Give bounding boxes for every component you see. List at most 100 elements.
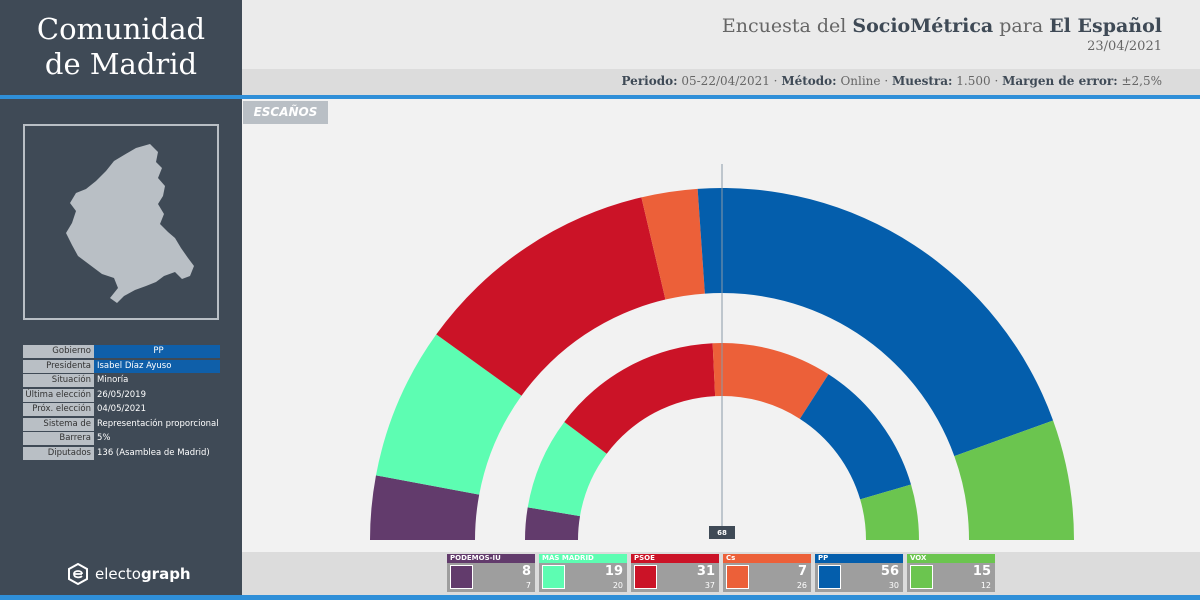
info-row-prox-eleccion: Próx. elección 04/05/2021 [23,403,220,416]
mas-madrid-icon [542,565,565,589]
muestra-value: 1.500 [956,74,991,88]
survey-prefix: Encuesta del [721,15,853,37]
legend-seats: 31 [696,564,715,579]
info-row-gobierno: Gobierno PP [23,345,220,358]
legend-card[interactable]: Cs 7 26 [723,554,811,592]
periodo-value: 05-22/04/2021 [681,74,770,88]
legend-party-name: PODEMOS-IU [447,554,535,563]
region-title-line1: Comunidad [36,12,206,46]
muestra-label: Muestra: [891,74,953,88]
info-value: 136 (Asamblea de Madrid) [97,447,210,458]
seat-arc-seats [954,420,1074,540]
legend-card[interactable]: PP 56 30 [815,554,903,592]
parliament-chart-svg: 68 [370,164,1074,540]
meta-separator: · [769,74,782,88]
bottom-divider [0,595,1200,600]
legend-seats: 19 [604,564,623,579]
section-tab-escanos[interactable]: ESCAÑOS [243,101,328,124]
info-value: Representación proporcional [97,418,219,429]
legend-card[interactable]: PSOE 31 37 [631,554,719,592]
seat-arc-seats [375,334,522,495]
info-row-presidenta: Presidenta Isabel Díaz Ayuso [23,359,220,373]
info-row-barrera: Barrera 5% [23,432,220,445]
legend-card[interactable]: VOX 15 12 [907,554,995,592]
madrid-map-icon [66,144,194,303]
info-table: Gobierno PP Presidenta Isabel Díaz Ayuso… [23,345,220,461]
meta-separator: · [880,74,892,88]
legend-previous-seats: 26 [796,581,807,590]
seat-arc-seats [697,188,1054,457]
legend-previous-seats: 30 [888,581,899,590]
seat-arc-previous [860,484,919,540]
legend-party-name: PP [815,554,903,563]
seat-arc-seats [370,475,480,540]
meta-line: Periodo: 05-22/04/2021 · Método: Online … [621,74,1162,88]
info-row-ultima-eleccion: Última elección 26/05/2019 [23,388,220,402]
info-label: Sistema de voto [23,417,94,442]
sidebar: Comunidad de Madrid Gobierno PP Presiden… [0,0,242,600]
top-divider [0,95,1200,99]
legend-previous-seats: 12 [980,581,991,590]
periodo-label: Periodo: [621,74,678,88]
pollster-name: SocioMétrica [852,15,994,37]
survey-date: 23/04/2021 [1087,39,1162,54]
legend-seats: 8 [521,564,531,579]
seat-arc-previous [799,374,912,500]
legend-seats: 15 [972,564,991,579]
pp-icon [818,565,841,589]
legend-card[interactable]: PODEMOS-IU 8 7 [447,554,535,592]
media-name: El Español [1049,15,1162,37]
vox-icon [910,565,933,589]
legend-seats: 56 [880,564,899,579]
info-value: Isabel Díaz Ayuso [94,359,220,373]
info-label: Próx. elección [23,403,94,416]
electograph-logo-icon [68,563,88,585]
meta-separator: · [990,74,1003,88]
info-row-sistema-voto: Sistema de voto Representación proporcio… [23,417,220,442]
seat-arc-seats [641,188,705,300]
seat-arc-seats [436,197,666,396]
region-title: Comunidad de Madrid [0,12,242,82]
info-row-situacion: Situación Minoría [23,374,220,387]
metodo-value: Online [840,74,881,88]
info-label: Situación [23,374,94,387]
info-value: 26/05/2019 [97,389,146,400]
seat-arc-previous [527,421,607,517]
survey-joiner: para [993,15,1050,37]
margen-label: Margen de error: [1002,74,1118,88]
info-row-diputados: Diputados 136 (Asamblea de Madrid) [23,446,220,460]
inner-ring [525,343,919,540]
seat-arc-previous [525,507,580,540]
legend-seats: 7 [797,564,807,579]
legend-party-name: MÁS MADRID [539,554,627,563]
seat-arc-previous [712,343,829,419]
legend-previous-seats: 20 [612,581,623,590]
legend-previous-seats: 7 [525,581,531,590]
cs-icon [726,565,749,589]
majority-label: 68 [717,529,727,537]
brand-light: electo [95,565,141,583]
margen-value: ±2,5% [1121,74,1162,88]
brand-bold: graph [140,565,191,583]
info-label: Diputados [23,446,94,460]
meta-bar: Periodo: 05-22/04/2021 · Método: Online … [242,69,1200,95]
psoe-rose-icon [634,565,657,589]
legend-party-name: PSOE [631,554,719,563]
info-value: 5% [97,433,111,443]
info-label: Barrera [23,432,94,445]
brand-text: electograph [95,565,191,583]
seat-arc-previous [564,343,716,454]
region-map [23,124,219,320]
info-label: Presidenta [23,359,94,373]
legend-previous-seats: 37 [704,581,715,590]
legend-party-name: Cs [723,554,811,563]
info-value: Minoría [97,375,129,385]
legend-bar: PODEMOS-IU 8 7 MÁS MADRID 19 20 PSOE 31 37 Cs 7 26 P… [242,552,1200,595]
parliament-chart: 68 [242,124,1200,552]
brand-logo[interactable]: electograph [67,563,191,585]
legend-card[interactable]: MÁS MADRID 19 20 [539,554,627,592]
header: Encuesta del SocioMétrica para El Españo… [242,0,1200,69]
info-label: Gobierno [23,345,94,358]
outer-ring [370,188,1074,540]
metodo-label: Método: [781,74,837,88]
